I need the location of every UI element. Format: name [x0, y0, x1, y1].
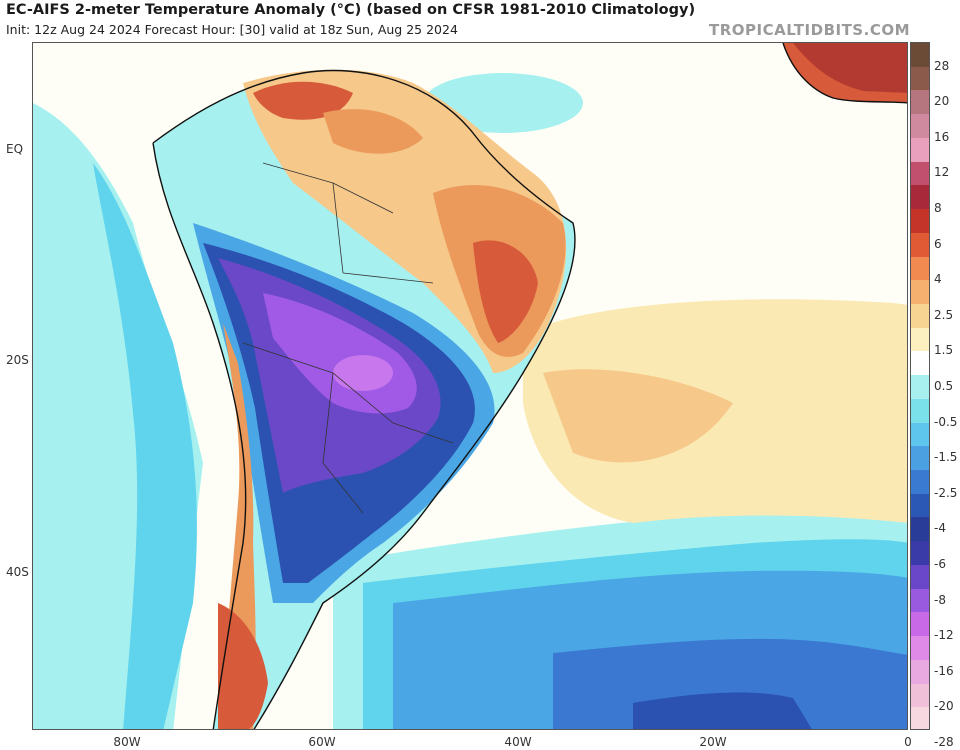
country-borders — [242, 162, 454, 514]
lat-label-40s: 40S — [6, 565, 29, 579]
color-scale-swatch — [911, 636, 929, 661]
color-scale-swatch — [911, 209, 929, 234]
color-scale-swatch — [911, 303, 929, 329]
color-scale-swatch — [911, 256, 929, 281]
color-scale-swatch — [911, 659, 929, 685]
color-scale-label: 20 — [934, 94, 950, 109]
map-canvas — [33, 43, 907, 729]
color-scale-label: -2.5 — [934, 485, 958, 500]
color-scale-swatch — [911, 90, 929, 115]
color-scale-swatch — [911, 327, 929, 352]
color-scale-label: 16 — [934, 129, 950, 144]
warm-guiana — [323, 109, 423, 154]
color-scale-label: 6 — [934, 236, 942, 251]
color-scale-label: -16 — [934, 663, 954, 678]
color-scale-swatch — [911, 612, 929, 637]
warm-northeast-hot — [473, 240, 538, 343]
color-scale-label: -12 — [934, 628, 954, 643]
color-scale-swatch — [911, 351, 929, 376]
color-scale-swatch — [911, 541, 929, 566]
color-scale-swatch — [911, 493, 929, 518]
patagonia-warm — [218, 603, 268, 729]
africa-coast-warm — [793, 43, 907, 93]
lat-label-20s: 20S — [6, 353, 29, 367]
color-scale-label: 28 — [934, 58, 950, 73]
color-scale-swatch — [911, 66, 929, 91]
color-scale-swatch — [911, 422, 929, 447]
color-scale-label: 4 — [934, 272, 942, 287]
color-scale-label: 8 — [934, 201, 942, 216]
atlantic-warm-core — [543, 369, 733, 463]
source-credit: TROPICALTIDBITS.COM — [709, 21, 910, 39]
color-scale-swatch — [911, 446, 929, 471]
color-scale-bar — [910, 42, 930, 730]
color-scale-swatch — [911, 398, 929, 424]
lon-label-0: 0 — [904, 735, 912, 749]
color-scale-swatch — [911, 707, 929, 729]
color-scale-label: -4 — [934, 521, 946, 536]
color-scale-label: 12 — [934, 165, 950, 180]
color-scale-swatch — [911, 564, 929, 590]
anomaly-map[interactable] — [32, 42, 908, 730]
africa-coastline — [782, 43, 907, 104]
color-scale-swatch — [911, 43, 929, 68]
atlantic-cool-band-5 — [633, 692, 812, 729]
color-scale-swatch — [911, 232, 929, 257]
color-scale-swatch — [911, 114, 929, 139]
warm-north-hot — [253, 81, 353, 120]
lon-label-40w: 40W — [504, 735, 532, 749]
color-scale-swatch — [911, 137, 929, 163]
color-scale-label: -0.5 — [934, 414, 958, 429]
color-scale-swatch — [911, 470, 929, 495]
color-scale-label: 0.5 — [934, 379, 954, 393]
color-scale-swatch — [911, 375, 929, 400]
cold-anomaly-peak — [333, 355, 393, 391]
color-scale-swatch — [911, 588, 929, 613]
color-scale-swatch — [911, 185, 929, 210]
color-scale-label: -6 — [934, 556, 946, 571]
sa-coastline — [152, 69, 576, 729]
color-scale-swatch — [911, 517, 929, 542]
color-scale-label: -1.5 — [934, 450, 958, 465]
color-scale-swatch — [911, 161, 929, 186]
map-title: EC-AIFS 2-meter Temperature Anomaly (°C)… — [6, 2, 696, 18]
color-scale-label: -20 — [934, 699, 954, 714]
color-scale-label: -28 — [934, 734, 954, 749]
color-scale-swatch — [911, 280, 929, 305]
color-scale-label: 1.5 — [934, 343, 954, 358]
lon-label-80w: 80W — [113, 735, 141, 749]
pacific-cool-strip-2 — [93, 163, 197, 729]
lon-label-20w: 20W — [699, 735, 727, 749]
lat-label-eq: EQ — [6, 142, 24, 156]
color-scale-label: -8 — [934, 592, 946, 607]
lon-label-60w: 60W — [308, 735, 336, 749]
map-subtitle: Init: 12z Aug 24 2024 Forecast Hour: [30… — [6, 22, 458, 37]
color-scale-label: 2.5 — [934, 307, 954, 322]
color-scale-swatch — [911, 683, 929, 708]
